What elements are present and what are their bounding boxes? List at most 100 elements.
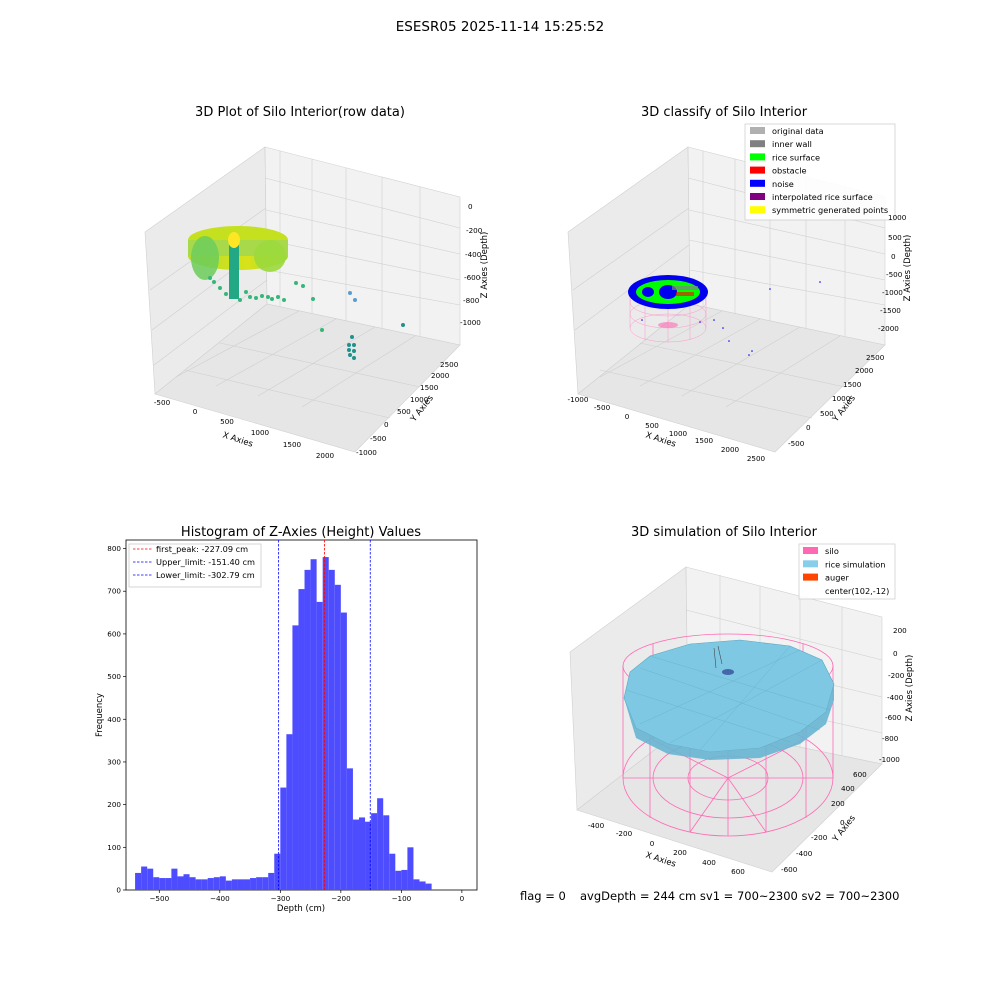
svg-text:0: 0 (806, 423, 811, 432)
raw-point (320, 328, 324, 332)
histogram-x-tick-label: −100 (391, 894, 411, 903)
svg-text:-500: -500 (788, 439, 805, 448)
histogram-bar (237, 879, 245, 890)
svg-text:1000: 1000 (832, 394, 851, 403)
histogram-y-ticks: 0 100 200 300 400 500 600 700 800 (107, 544, 126, 895)
svg-text:-1500: -1500 (880, 306, 901, 315)
raw-point (238, 298, 242, 302)
legend-label: original data (772, 126, 824, 136)
raw-point (244, 290, 248, 294)
sim-z-label: Z Axies (Depth) (905, 655, 915, 722)
svg-text:-800: -800 (882, 734, 899, 743)
noise-point (748, 354, 750, 356)
sim-auger (713, 645, 723, 669)
histogram-x-tick-label: −500 (149, 894, 169, 903)
histogram-bar (383, 815, 390, 890)
legend-label: noise (772, 179, 794, 189)
classify-z-label: Z Axies (Depth) (903, 235, 913, 302)
histogram-bar (171, 868, 178, 890)
svg-text:-800: -800 (463, 296, 480, 305)
classify-y-ticks: -500 0 500 1000 1500 2000 2500 (788, 353, 885, 448)
histogram-bar (153, 877, 160, 890)
histogram-y-tick-label: 500 (107, 672, 121, 681)
noise-point (819, 281, 821, 283)
histogram-bar (195, 879, 202, 890)
footer-flag: flag = 0 (520, 889, 566, 903)
histogram-bar (183, 874, 190, 890)
svg-text:2000: 2000 (855, 366, 874, 375)
raw-point (294, 281, 298, 285)
histogram-bar (165, 878, 172, 890)
svg-text:-500: -500 (594, 403, 611, 412)
legend-swatch (750, 206, 765, 214)
legend-label: rice simulation (825, 559, 885, 569)
svg-text:2000: 2000 (431, 371, 450, 380)
histogram-title: Histogram of Z-Axies (Height) Values (181, 525, 421, 540)
raw-point (352, 343, 356, 347)
raw-point (212, 280, 216, 284)
raw-point (401, 323, 405, 327)
svg-text:400: 400 (702, 858, 716, 867)
histogram-legend-items: first_peak: -227.09 cm Upper_limit: -151.… (133, 544, 255, 580)
histogram-bar (280, 787, 287, 890)
histogram-bar (256, 877, 263, 890)
raw-point (348, 353, 352, 357)
histogram-x-tick-label: −300 (270, 894, 290, 903)
svg-text:-1000: -1000 (882, 288, 903, 297)
histogram-x-tick-label: 0 (460, 894, 465, 903)
svg-text:400: 400 (841, 784, 855, 793)
svg-text:500: 500 (820, 409, 834, 418)
raw-point (276, 295, 280, 299)
histogram-bars (135, 557, 432, 890)
raw-point (352, 356, 356, 360)
classify-3d-plot: 3D classify of Silo Interior (568, 105, 913, 463)
histogram-bar (328, 569, 335, 890)
histogram-legend: first_peak: -227.09 cm Upper_limit: -151.… (128, 543, 262, 588)
svg-text:2500: 2500 (747, 454, 766, 463)
svg-text:-200: -200 (466, 226, 483, 235)
histogram-x-ticks: −500 −400 −300 −200 −100 0 (149, 890, 465, 903)
sim-legend-items: silo rice simulation auger center(102,-12) (803, 546, 889, 596)
raw-grid (149, 151, 461, 419)
histogram-bar (371, 813, 378, 890)
histogram-bar (159, 878, 166, 890)
sim-y-ticks: -600 -400 -200 0 200 400 600 (781, 770, 867, 874)
svg-text:2000: 2000 (721, 445, 740, 454)
histogram-bar (298, 589, 305, 890)
raw-z-label: Z Axies (Depth) (480, 232, 490, 299)
histogram-bar (177, 876, 184, 890)
classify-plot-title: 3D classify of Silo Interior (641, 105, 808, 120)
histogram-bar (419, 881, 426, 890)
svg-text:500: 500 (220, 417, 234, 426)
svg-text:-200: -200 (888, 671, 905, 680)
classify-legend: original data inner wall rice surface obsta… (744, 123, 896, 221)
footer-stats: avgDepth = 244 cm sv1 = 700~2300 sv2 = 7… (580, 889, 899, 903)
raw-z-ticks: 0 -200 -400 -600 -800 -1000 (460, 202, 483, 327)
raw-point (347, 348, 351, 352)
histogram-bar (147, 868, 154, 890)
legend-label: auger (825, 573, 849, 583)
legend-swatch (750, 140, 765, 148)
histogram-y-tick-label: 0 (116, 886, 121, 895)
histogram-bar (334, 584, 341, 890)
raw-point (248, 295, 252, 299)
histogram-bar (268, 872, 275, 890)
legend-label: interpolated rice surface (772, 192, 873, 202)
legend-label: symmetric generated points (772, 205, 888, 215)
histogram-x-label: Depth (cm) (277, 904, 325, 914)
raw-point (311, 297, 315, 301)
classify-legend-box (744, 123, 896, 221)
histogram-bar (207, 878, 214, 890)
simulation-3d-plot: 3D simulation of Silo Interior (569, 525, 915, 876)
svg-text:-500: -500 (370, 434, 387, 443)
svg-text:-200: -200 (811, 833, 828, 842)
svg-text:600: 600 (731, 867, 745, 876)
histogram-bar (189, 877, 196, 890)
histogram-legend-label: Lower_limit: -302.79 cm (156, 570, 255, 580)
histogram-bar (219, 876, 226, 890)
svg-text:-600: -600 (885, 713, 902, 722)
sim-rice-surface (623, 639, 835, 760)
raw-data-3d-plot: 3D Plot of Silo Interior(row data) (144, 105, 490, 460)
histogram-y-label: Frequency (95, 693, 105, 737)
